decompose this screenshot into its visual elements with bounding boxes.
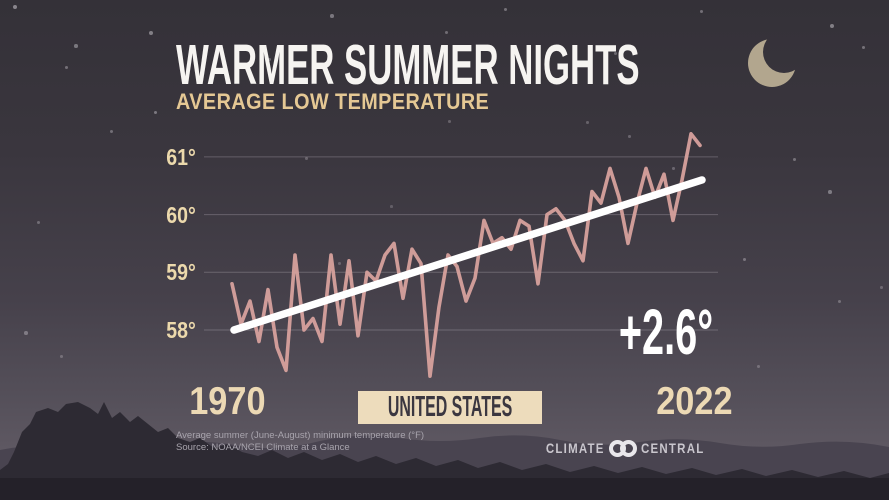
climate-central-logo: CLIMATE CENTRAL — [546, 436, 718, 460]
star-dot — [448, 120, 451, 123]
page-title: WARMER SUMMER NIGHTS — [176, 37, 889, 94]
y-axis-tick-label: 59° — [166, 259, 196, 286]
star-dot — [268, 58, 271, 61]
star-dot — [700, 10, 703, 13]
star-dot — [793, 158, 796, 161]
star-dot — [110, 130, 113, 133]
star-dot — [149, 31, 153, 35]
region-badge: UNITED STATES — [358, 391, 542, 424]
star-dot — [743, 258, 747, 262]
temperature-data-line — [230, 132, 702, 379]
start-year-label: 1970 — [188, 380, 266, 423]
page-subtitle: AVERAGE LOW TEMPERATURE — [176, 91, 524, 113]
x-axis-start-year: 1970 — [167, 382, 287, 421]
ground-base-band — [0, 478, 889, 500]
star-dot — [504, 8, 508, 12]
y-axis-tick-label: 58° — [166, 317, 196, 343]
footnote-line-2: Source: NOAA/NCEI Climate at a Glance — [176, 441, 350, 453]
logo-word-climate: CLIMATE — [545, 440, 605, 456]
footnote: Average summer (June-August) minimum tem… — [176, 430, 424, 453]
star-dot — [586, 121, 589, 124]
star-dot — [24, 331, 28, 335]
logo-word-central: CENTRAL — [640, 440, 705, 456]
trend-change-annotation: +2.6° — [590, 300, 740, 364]
star-dot — [338, 262, 341, 265]
star-dot — [828, 190, 832, 194]
star-dot — [65, 66, 68, 69]
treeline-front-layer — [0, 402, 889, 500]
star-dot — [445, 31, 448, 34]
logo-ring-right — [619, 439, 637, 457]
star-dot — [672, 167, 675, 170]
star-dot — [614, 52, 617, 55]
page-title-text: WARMER SUMMER NIGHTS — [176, 33, 640, 97]
trend-change-value: +2.6° — [618, 296, 714, 368]
y-axis-tick-label: 60° — [166, 201, 196, 228]
star-dot — [60, 355, 63, 358]
trend-line — [230, 176, 706, 334]
star-dot — [74, 44, 78, 48]
star-dot — [390, 205, 393, 208]
footnote-line-1: Average summer (June-August) minimum tem… — [176, 430, 425, 441]
star-dot — [862, 46, 866, 50]
star-dot — [838, 300, 841, 303]
star-dot — [305, 157, 308, 160]
star-dot — [330, 14, 334, 18]
page-subtitle-text: AVERAGE LOW TEMPERATURE — [176, 89, 490, 114]
crescent-moon-icon — [748, 39, 796, 87]
end-year-label: 2022 — [655, 380, 733, 423]
star-dot — [880, 286, 883, 289]
star-dot — [830, 24, 834, 28]
star-dot — [13, 5, 17, 9]
star-dot — [37, 221, 40, 224]
y-axis-tick-label: 61° — [166, 143, 196, 170]
x-axis-end-year: 2022 — [634, 382, 754, 421]
region-badge-label: UNITED STATES — [387, 391, 513, 423]
double-ring-icon — [608, 439, 637, 457]
star-dot — [628, 135, 631, 138]
star-dot — [757, 365, 760, 368]
star-dot — [154, 111, 158, 115]
